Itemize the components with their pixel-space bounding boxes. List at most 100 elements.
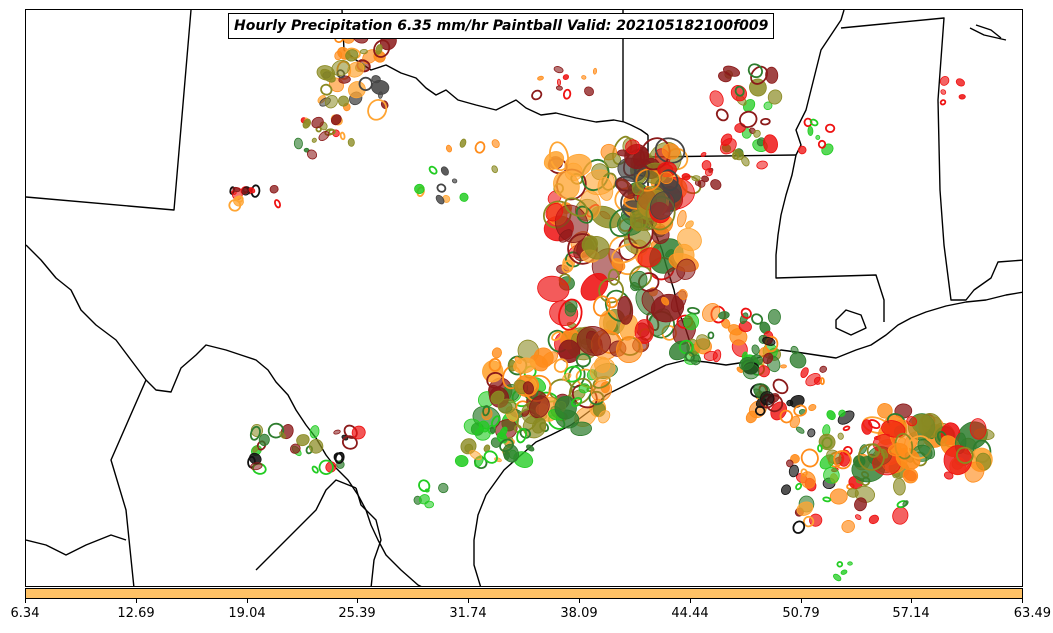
state-boundary — [775, 154, 885, 322]
precip-blob — [958, 94, 966, 100]
precip-blob — [678, 289, 688, 300]
precip-blob — [751, 344, 760, 355]
precip-blob — [841, 520, 855, 533]
precip-blob — [634, 319, 655, 344]
precip-blob — [531, 417, 547, 434]
precip-blob — [815, 134, 821, 140]
precip-blob — [795, 482, 803, 491]
coastline — [835, 309, 867, 336]
coastline — [975, 24, 1002, 39]
precip-blob — [553, 358, 569, 373]
precip-blob — [575, 205, 594, 224]
precip-blob — [842, 425, 851, 432]
precip-blob — [772, 378, 789, 395]
precip-blob — [359, 48, 368, 55]
precip-blob — [739, 356, 755, 371]
precip-blob — [687, 306, 700, 315]
precip-blob — [331, 59, 351, 77]
precip-blob — [833, 450, 852, 470]
precip-blob — [347, 81, 366, 99]
precip-blob — [459, 138, 467, 148]
precip-blob — [296, 434, 310, 447]
precip-blob — [418, 494, 430, 505]
precip-blob — [800, 471, 816, 489]
colorbar-tick — [1022, 599, 1023, 603]
precip-blob — [756, 160, 768, 170]
precip-blob — [553, 66, 564, 74]
state-boundary — [110, 379, 147, 586]
precip-blob — [800, 367, 809, 378]
precip-blob — [543, 151, 565, 171]
precip-blob — [836, 561, 844, 568]
precip-blob — [584, 236, 610, 260]
precip-blob — [745, 410, 758, 424]
precip-blob — [519, 428, 532, 439]
state-boundary — [26, 10, 192, 211]
precip-blob — [459, 192, 469, 202]
precip-blob — [309, 425, 320, 439]
precip-blob — [469, 450, 482, 461]
precip-blob — [710, 179, 722, 190]
precip-blob — [311, 116, 324, 129]
precip-blob — [529, 395, 550, 419]
precip-blob — [826, 410, 836, 421]
precip-blob — [603, 152, 622, 169]
precip-blob — [762, 352, 774, 365]
precip-blob — [248, 187, 256, 194]
precip-blob — [293, 137, 303, 150]
precip-blob — [435, 194, 445, 205]
precip-blob — [491, 347, 502, 359]
precip-blob — [345, 49, 359, 62]
state-boundary — [840, 17, 1022, 301]
precip-blob — [451, 178, 458, 184]
precip-blob — [516, 427, 528, 444]
precip-blob — [818, 433, 836, 451]
map-title: Hourly Precipitation 6.35 mm/hr Paintbal… — [228, 13, 775, 39]
colorbar-tick-label: 50.79 — [782, 606, 820, 621]
precip-blob — [334, 451, 345, 464]
precip-blob — [700, 151, 707, 158]
precip-blob — [537, 275, 570, 303]
precip-blob — [249, 452, 262, 465]
precip-blob — [562, 74, 570, 80]
precip-blob — [704, 168, 713, 177]
precip-blob — [440, 166, 449, 176]
precip-blob — [940, 89, 947, 95]
precip-blob — [318, 131, 330, 141]
precip-blob — [861, 419, 873, 435]
precip-blob — [598, 410, 611, 424]
precip-blob — [684, 351, 695, 362]
precip-blob — [592, 67, 598, 75]
state-boundary — [26, 534, 127, 556]
precip-blob — [720, 138, 737, 155]
colorbar-tick — [690, 599, 691, 603]
precip-blob — [302, 118, 312, 129]
precip-blob — [502, 443, 520, 463]
precip-blob — [553, 171, 580, 200]
precip-blob — [554, 395, 577, 420]
precip-blob — [513, 357, 536, 374]
precip-blob — [823, 466, 840, 484]
precip-blob — [556, 78, 562, 86]
precip-blob — [474, 141, 486, 154]
precip-blob — [631, 182, 644, 196]
precip-blob — [252, 446, 259, 453]
precip-blob — [786, 399, 794, 407]
precip-blob — [592, 295, 611, 317]
precip-blob — [765, 66, 779, 84]
precip-blob — [578, 383, 590, 394]
precip-blob — [558, 298, 583, 331]
colorbar-tick-label: 38.09 — [560, 606, 598, 621]
precip-blob — [358, 76, 373, 91]
precip-blob — [750, 65, 769, 85]
colorbar-tick — [136, 599, 137, 603]
precip-blob — [780, 364, 787, 369]
precip-blob — [318, 459, 334, 475]
precip-blob — [868, 514, 879, 525]
precip-blob — [715, 108, 729, 122]
precip-blob — [740, 307, 752, 319]
precip-blob — [762, 336, 776, 346]
precip-blob — [232, 186, 241, 193]
colorbar-tick — [357, 599, 358, 603]
precip-blob — [629, 270, 648, 291]
